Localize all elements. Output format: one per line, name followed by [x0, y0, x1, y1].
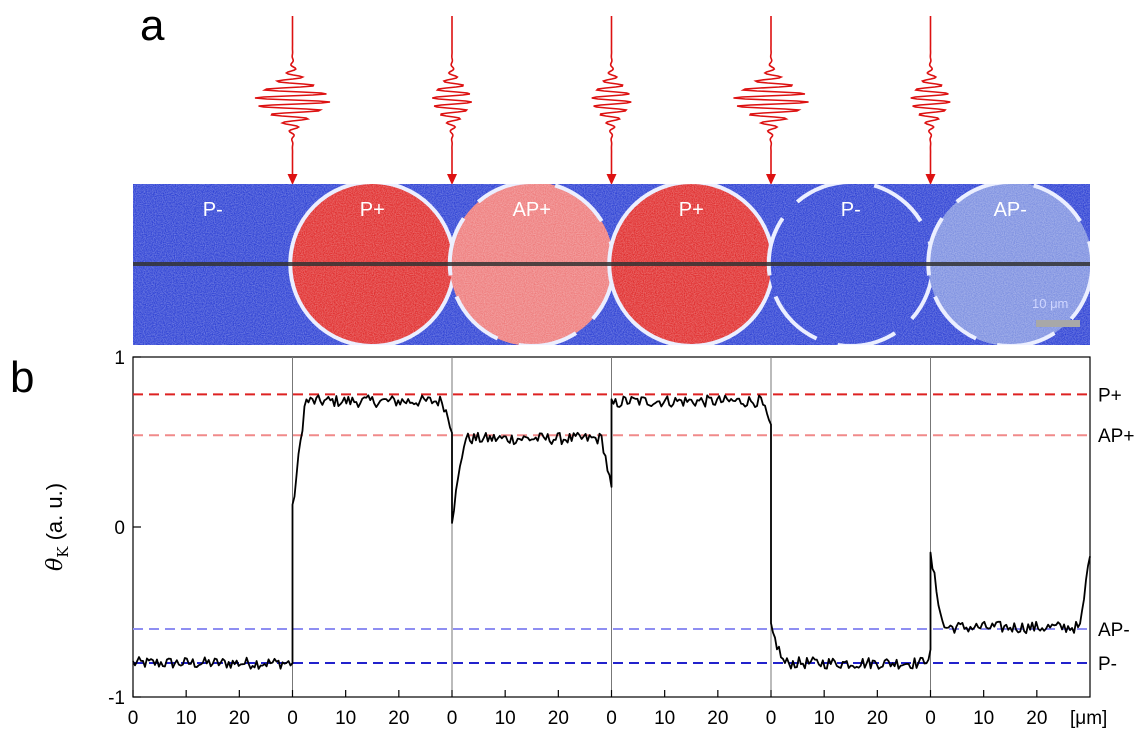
- pulse-arrowhead: [606, 174, 617, 185]
- kerr-profile-chart: -101 0 10 20 0 10 20 0 10 20 0 10 20 0 10 20 0 10 20 P+AP…: [42, 348, 1134, 729]
- x-unit-label: [μm]: [1070, 708, 1107, 729]
- y-axis-label-symbol: θ: [43, 558, 68, 571]
- x-tick-label: 20: [1026, 708, 1047, 729]
- pulse-arrowhead: [447, 174, 457, 185]
- y-tick-labels: -1 0 1: [108, 348, 125, 709]
- x-tick-label: 0: [606, 708, 617, 729]
- x-tick-label: 10: [654, 708, 675, 729]
- x-tick-label: 10: [176, 708, 197, 729]
- pulse-waveform: [591, 16, 632, 180]
- domain-label: AP-: [994, 199, 1027, 221]
- domain-label: P-: [203, 199, 223, 221]
- kerr-signal-trace: [132, 394, 1091, 670]
- reference-labels: P+ AP+ AP- P-: [1098, 385, 1134, 675]
- reference-label: AP-: [1098, 620, 1130, 641]
- laser-pulse: [733, 16, 809, 185]
- y-tick-marks: [133, 356, 141, 698]
- pulse-arrowhead: [766, 174, 776, 185]
- domain-label: P+: [679, 199, 704, 221]
- x-tick-labels: 0 10 20 0 10 20 0 10 20 0 10 20 0 10 20 0 10 20: [128, 708, 1048, 729]
- laser-pulses: [254, 16, 951, 185]
- reference-label: P+: [1098, 385, 1122, 406]
- scale-bar-label: 10 μm: [1032, 296, 1068, 311]
- laser-pulse: [910, 16, 951, 185]
- laser-pulse: [432, 16, 472, 185]
- panel-b-letter: b: [10, 353, 34, 402]
- x-tick-label: 20: [548, 708, 569, 729]
- y-axis-label: θK (a. u.): [42, 483, 72, 571]
- x-tick-label: 0: [766, 708, 777, 729]
- x-tick-marks: [132, 690, 1038, 697]
- x-tick-label: 0: [128, 708, 139, 729]
- laser-pulse: [254, 16, 331, 185]
- pulse-waveform: [254, 16, 331, 180]
- x-tick-label: 10: [495, 708, 516, 729]
- pulse-arrowhead: [925, 174, 936, 185]
- x-tick-label: 10: [973, 708, 994, 729]
- x-tick-label: 10: [335, 708, 356, 729]
- kerr-image-strip: P- P+ AP+ P+ P- AP- 10 μm: [133, 184, 1090, 345]
- reference-label: AP+: [1098, 426, 1134, 447]
- y-axis-label-subscript: K: [54, 546, 72, 558]
- panel-a-letter: a: [140, 1, 165, 50]
- x-tick-label: 0: [287, 708, 298, 729]
- x-tick-label: 0: [925, 708, 936, 729]
- pulse-waveform: [910, 16, 951, 180]
- y-tick-label: 1: [114, 348, 125, 369]
- x-tick-label: 20: [229, 708, 250, 729]
- y-tick-label: -1: [108, 688, 125, 709]
- pulse-waveform: [733, 16, 809, 180]
- y-tick-label: 0: [114, 518, 125, 539]
- x-tick-label: 20: [707, 708, 728, 729]
- domain-labels: P- P+ AP+ P+ P- AP-: [203, 199, 1027, 221]
- domain-label: P-: [841, 199, 861, 221]
- pulse-arrowhead: [287, 174, 298, 185]
- x-tick-label: 20: [388, 708, 409, 729]
- pulse-waveform: [432, 16, 472, 180]
- domain-label: AP+: [513, 199, 551, 221]
- scale-bar: [1036, 320, 1080, 327]
- reference-label: P-: [1098, 654, 1117, 675]
- x-tick-label: 20: [867, 708, 888, 729]
- domain-label: P+: [360, 199, 385, 221]
- x-tick-label: 10: [814, 708, 835, 729]
- laser-pulse: [591, 16, 632, 185]
- y-axis-label-unit: (a. u.): [42, 483, 67, 547]
- x-tick-label: 0: [447, 708, 458, 729]
